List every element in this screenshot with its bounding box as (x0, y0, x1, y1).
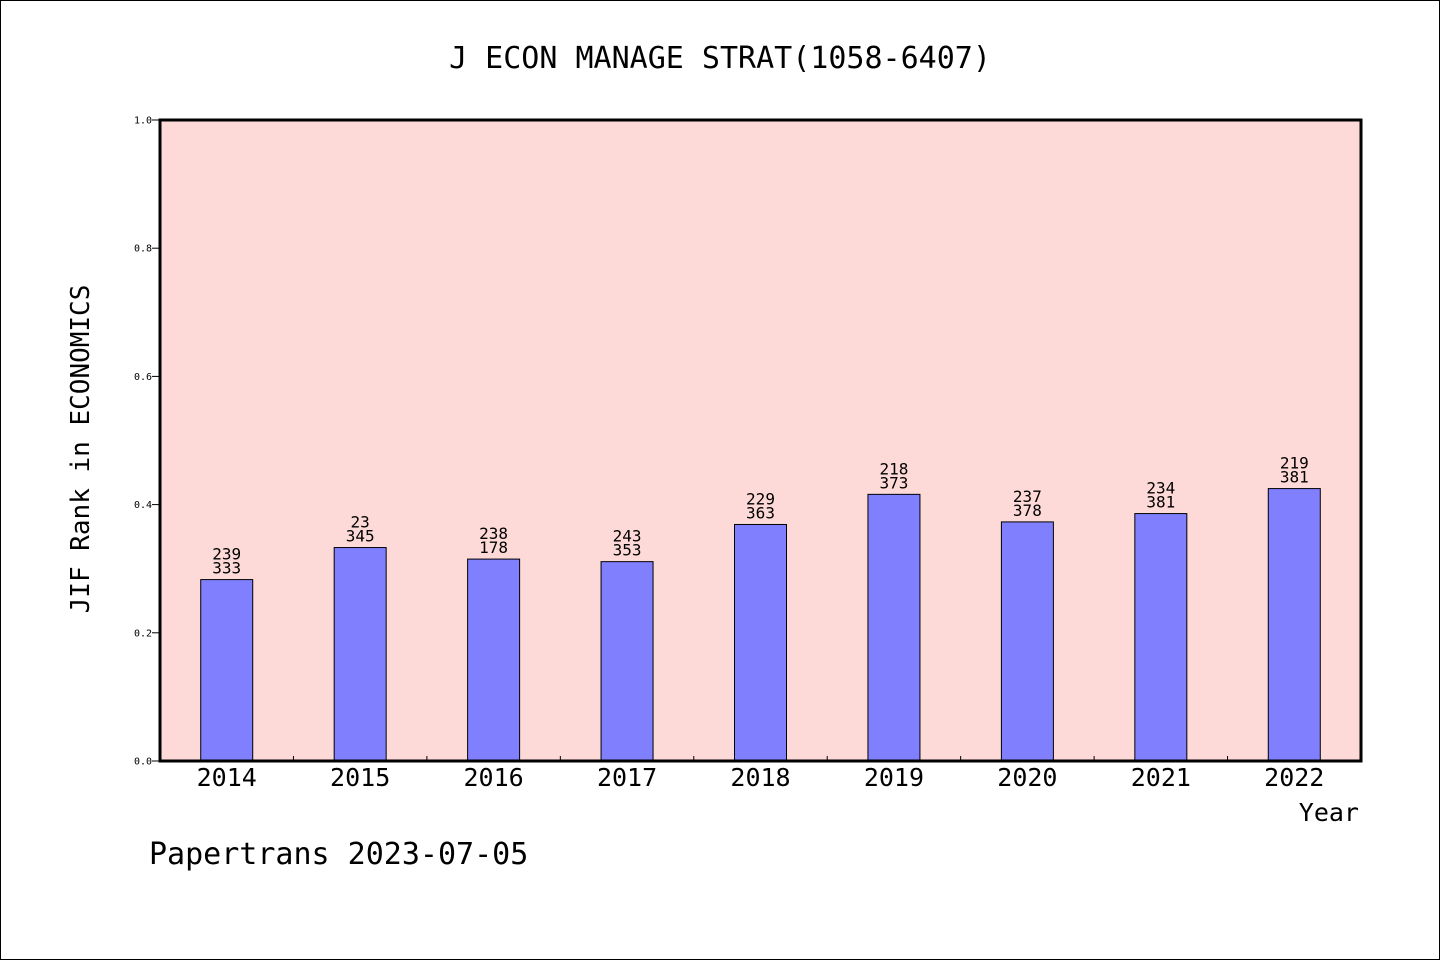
data-label-bottom: 345 (346, 527, 375, 546)
y-axis-label: JIF Rank in ECONOMICS (66, 285, 96, 614)
x-tick-label: 2020 (997, 763, 1057, 792)
data-label-top: 229 (746, 489, 775, 508)
bar (200, 579, 254, 762)
y-tick-label: 0.4 (134, 500, 152, 511)
chart-title: J ECON MANAGE STRAT(1058-6407) (449, 41, 991, 76)
data-label-bottom: 381 (1146, 493, 1175, 512)
y-axis-ticks: 0.0 0.2 0.4 0.6 0.8 1.0 (134, 116, 160, 768)
data-label-top: 237 (1013, 487, 1042, 506)
bar (467, 558, 521, 762)
bar (1267, 488, 1321, 762)
x-axis-label: Year (1299, 798, 1359, 827)
data-label-top: 238 (479, 524, 508, 543)
y-tick-label: 1.0 (134, 116, 152, 127)
x-tick-label: 2018 (730, 763, 790, 792)
bar (333, 547, 387, 762)
data-label-top: 23 (351, 513, 370, 532)
x-tick-label: 2021 (1131, 763, 1191, 792)
data-label-bottom: 373 (879, 473, 908, 492)
x-tick-label: 2019 (864, 763, 924, 792)
data-label-top: 219 (1280, 454, 1309, 473)
y-tick-label: 0.2 (134, 628, 152, 639)
data-label-bottom: 378 (1013, 501, 1042, 520)
bar (1000, 521, 1054, 762)
bar (867, 493, 921, 762)
x-tick-label: 2022 (1264, 763, 1324, 792)
x-tick-label: 2015 (330, 763, 390, 792)
footer-text: Papertrans 2023-07-05 (149, 837, 528, 872)
data-label-bottom: 381 (1280, 468, 1309, 487)
y-tick-label: 0.6 (134, 372, 152, 383)
x-axis-ticks: 2014 2015 2016 2017 2018 2019 2020 2021 2022 (197, 756, 1324, 792)
bar (1134, 513, 1188, 762)
plot-border (158, 118, 1363, 763)
x-tick-label: 2016 (464, 763, 524, 792)
data-label-bottom: 353 (613, 541, 642, 560)
y-tick-label: 0.8 (134, 244, 152, 255)
data-label-bottom: 333 (212, 559, 241, 578)
data-label-bottom: 363 (746, 503, 775, 522)
data-label-top: 234 (1146, 479, 1175, 498)
x-tick-label: 2014 (197, 763, 257, 792)
y-tick-label: 0.0 (134, 757, 152, 768)
data-label-top: 218 (879, 459, 908, 478)
x-tick-label: 2017 (597, 763, 657, 792)
data-label-bottom: 178 (479, 538, 508, 557)
data-label-top: 243 (613, 527, 642, 546)
bar (600, 561, 654, 762)
data-label-top: 239 (212, 545, 241, 564)
bar (734, 523, 787, 762)
